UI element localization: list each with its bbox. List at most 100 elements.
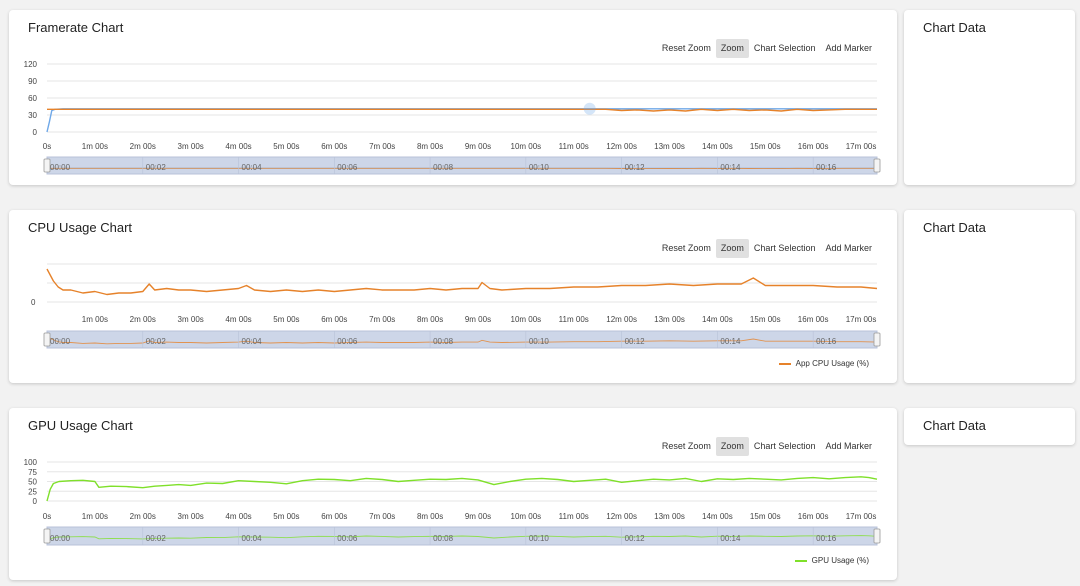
x-tick-label: 14m 00s — [702, 512, 733, 521]
y-tick-label: 0 — [33, 128, 38, 137]
cpu-data-card: Chart Data — [904, 210, 1075, 383]
x-tick-label: 2m 00s — [130, 315, 156, 324]
reset-zoom-button[interactable]: Reset Zoom — [661, 43, 711, 53]
navigator-tick-label: 00:14 — [720, 534, 741, 543]
navigator-tick-label: 00:06 — [337, 163, 358, 172]
cpu-card: CPU Usage Chart Reset Zoom Zoom Chart Se… — [9, 210, 897, 383]
gpu-legend-label: GPU Usage (%) — [811, 556, 869, 565]
zoom-button[interactable]: Zoom — [715, 39, 749, 58]
x-tick-label: 3m 00s — [178, 315, 204, 324]
x-tick-label: 5m 00s — [273, 315, 299, 324]
cpu-toolbar: Reset Zoom Zoom Chart Selection Add Mark… — [657, 239, 877, 258]
cpu-legend[interactable]: App CPU Usage (%) — [778, 359, 869, 368]
x-tick-label: 15m 00s — [750, 512, 781, 521]
x-tick-label: 11m 00s — [559, 512, 589, 521]
navigator-tick-label: 00:00 — [50, 534, 71, 543]
x-tick-label: 0s — [43, 512, 51, 521]
zoom-button[interactable]: Zoom — [715, 437, 749, 456]
x-tick-label: 17m 00s — [846, 315, 877, 324]
navigator-left-handle[interactable] — [43, 332, 51, 347]
x-tick-label: 17m 00s — [846, 142, 877, 151]
add-marker-button[interactable]: Add Marker — [825, 43, 872, 53]
add-marker-button[interactable]: Add Marker — [825, 441, 872, 451]
x-tick-label: 4m 00s — [225, 142, 251, 151]
navigator-tick-label: 00:10 — [529, 534, 550, 543]
hover-point-marker — [583, 102, 596, 115]
x-tick-label: 8m 00s — [417, 142, 443, 151]
x-tick-label: 4m 00s — [225, 315, 251, 324]
y-tick-label: 0 — [33, 497, 38, 506]
navigator-right-handle[interactable] — [873, 332, 881, 347]
y-tick-label: 120 — [24, 60, 38, 69]
x-tick-label: 10m 00s — [511, 512, 542, 521]
navigator-tick-label: 00:08 — [433, 163, 454, 172]
y-tick-label: 25 — [28, 487, 37, 496]
x-tick-label: 7m 00s — [369, 142, 395, 151]
navigator-tick-label: 00:10 — [529, 337, 550, 346]
framerate-chart[interactable]: 0 30 60 90 120 0s 1m 00s 2m 00s 3m 00s 4m 00s 5m 0… — [9, 10, 897, 185]
chart-selection-button[interactable]: Chart Selection — [753, 441, 816, 451]
x-tick-label: 5m 00s — [273, 512, 299, 521]
x-tick-label: 13m 00s — [654, 142, 685, 151]
x-tick-label: 10m 00s — [511, 142, 542, 151]
navigator-tick-label: 00:04 — [242, 337, 263, 346]
cpu-legend-label: App CPU Usage (%) — [795, 359, 869, 368]
y-tick-label: 50 — [28, 478, 37, 487]
x-tick-label: 2m 00s — [130, 142, 156, 151]
y-tick-label: 60 — [28, 94, 37, 103]
navigator-tick-label: 00:02 — [146, 163, 167, 172]
navigator-left-handle[interactable] — [43, 158, 51, 173]
add-marker-button[interactable]: Add Marker — [825, 243, 872, 253]
navigator-left-handle[interactable] — [43, 528, 51, 544]
navigator-tick-label: 00:14 — [720, 337, 741, 346]
x-tick-label: 2m 00s — [130, 512, 156, 521]
reset-zoom-button[interactable]: Reset Zoom — [661, 441, 711, 451]
navigator-tick-label: 00:12 — [625, 163, 646, 172]
navigator-tick-label: 00:02 — [146, 534, 167, 543]
x-tick-label: 1m 00s — [82, 315, 108, 324]
series-line-1 — [47, 108, 877, 112]
y-tick-label: 90 — [28, 77, 37, 86]
navigator-right-handle[interactable] — [873, 528, 881, 544]
navigator-tick-label: 00:06 — [337, 534, 358, 543]
cpu-chart[interactable]: 0 1m 00s 2m 00s 3m 00s 4m 00s 5m 00s 6m 00s 7m … — [9, 210, 897, 383]
x-tick-label: 14m 00s — [702, 315, 733, 324]
navigator-tick-label: 00:00 — [50, 337, 71, 346]
x-tick-label: 8m 00s — [417, 512, 443, 521]
chart-selection-button[interactable]: Chart Selection — [753, 43, 816, 53]
navigator-tick-label: 00:16 — [816, 163, 837, 172]
x-tick-label: 7m 00s — [369, 512, 395, 521]
navigator-tick-label: 00:16 — [816, 534, 837, 543]
x-tick-label: 10m 00s — [511, 315, 542, 324]
x-tick-label: 9m 00s — [465, 315, 491, 324]
x-tick-label: 12m 00s — [606, 512, 637, 521]
series-line-0 — [46, 268, 878, 296]
x-tick-label: 12m 00s — [606, 315, 637, 324]
navigator-tick-label: 00:04 — [242, 163, 263, 172]
x-tick-label: 11m 00s — [559, 315, 589, 324]
gpu-data-card: Chart Data — [904, 408, 1075, 445]
navigator-range[interactable] — [46, 156, 878, 175]
navigator-tick-label: 00:08 — [433, 337, 454, 346]
x-tick-label: 9m 00s — [465, 512, 491, 521]
navigator-tick-label: 00:06 — [337, 337, 358, 346]
chart-selection-button[interactable]: Chart Selection — [753, 243, 816, 253]
series-line-0 — [46, 476, 878, 502]
chart-data-title: Chart Data — [923, 418, 986, 433]
navigator-series-0 — [46, 336, 878, 345]
gpu-card: GPU Usage Chart Reset Zoom Zoom Chart Se… — [9, 408, 897, 580]
x-tick-label: 6m 00s — [321, 512, 347, 521]
navigator-right-handle[interactable] — [873, 158, 881, 173]
x-tick-label: 4m 00s — [225, 512, 251, 521]
x-tick-label: 6m 00s — [321, 315, 347, 324]
x-tick-label: 15m 00s — [750, 142, 781, 151]
x-tick-label: 7m 00s — [369, 315, 395, 324]
x-tick-label: 15m 00s — [750, 315, 781, 324]
framerate-toolbar: Reset Zoom Zoom Chart Selection Add Mark… — [657, 39, 877, 58]
zoom-button[interactable]: Zoom — [715, 239, 749, 258]
reset-zoom-button[interactable]: Reset Zoom — [661, 243, 711, 253]
gpu-legend-swatch — [794, 559, 807, 562]
chart-data-title: Chart Data — [923, 20, 986, 35]
gpu-legend[interactable]: GPU Usage (%) — [794, 556, 869, 565]
